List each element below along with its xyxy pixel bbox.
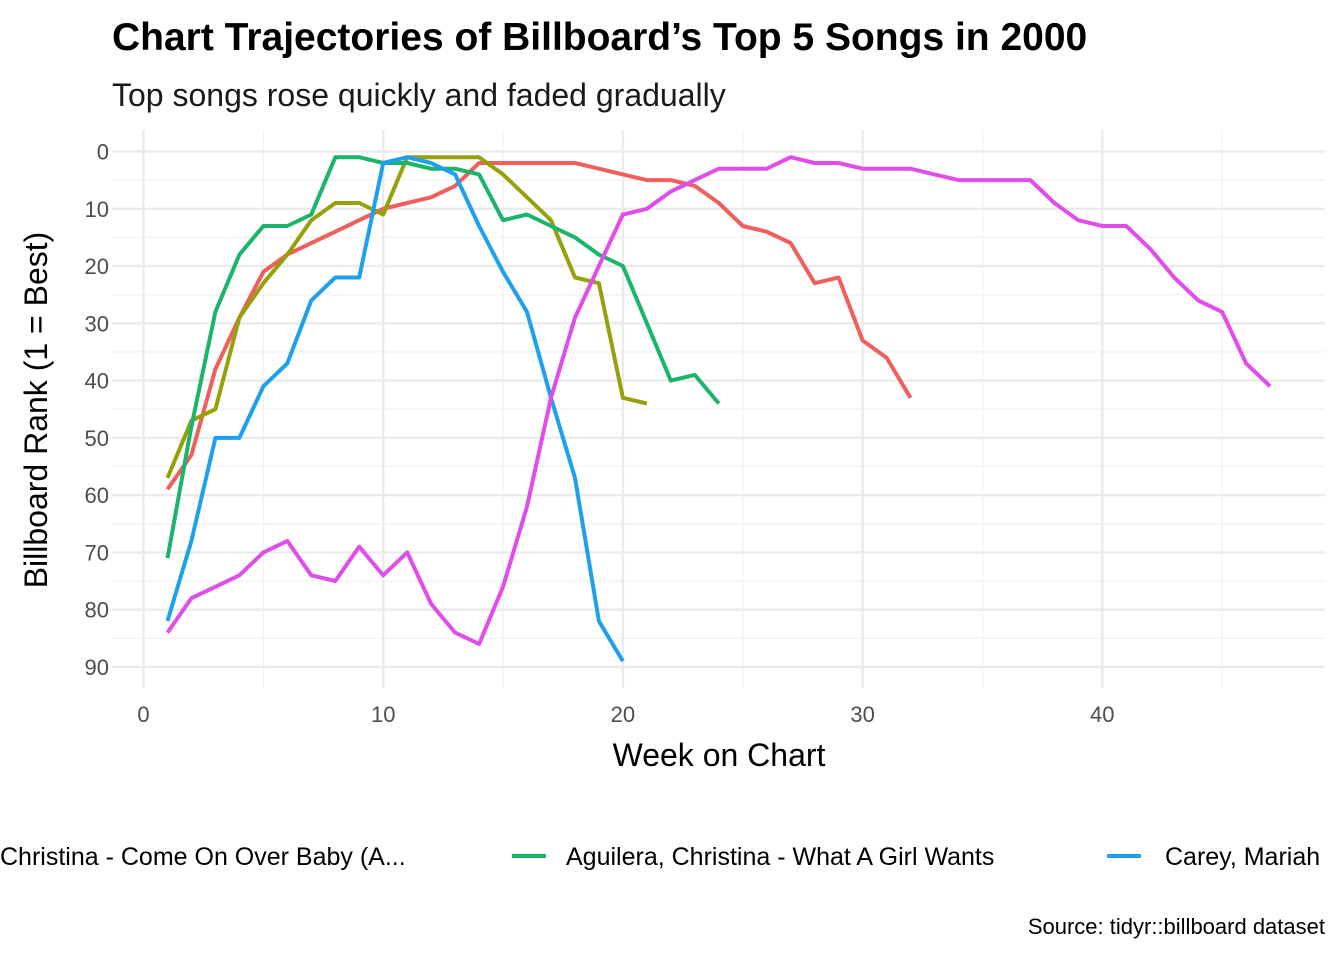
legend-label-3: Carey, Mariah — [1165, 843, 1320, 871]
series-line-4 — [165, 155, 625, 663]
chart-caption: Source: tidyr::billboard dataset — [1028, 914, 1325, 939]
x-tick-label: 10 — [371, 702, 395, 727]
legend-label-2: Aguilera, Christina - What A Girl Wants — [566, 843, 994, 871]
legend-label-1: Christina - Come On Over Baby (A... — [0, 843, 406, 871]
y-tick-label: 60 — [85, 483, 109, 508]
x-axis-ticks: 0 10 20 30 40 — [137, 702, 1114, 727]
y-tick-label: 70 — [85, 540, 109, 565]
chart-subtitle: Top songs rose quickly and faded gradual… — [112, 77, 726, 113]
chart-title: Chart Trajectories of Billboard’s Top 5 … — [112, 16, 1087, 59]
y-tick-label: 0 — [97, 140, 109, 165]
y-tick-label: 50 — [85, 426, 109, 451]
x-tick-label: 30 — [850, 702, 874, 727]
series-line-3 — [165, 155, 721, 559]
y-tick-label: 30 — [85, 311, 109, 336]
y-axis-ticks: 0 10 20 30 40 50 60 70 80 90 — [85, 140, 109, 680]
x-axis-title: Week on Chart — [613, 737, 826, 773]
series-lines — [165, 155, 1272, 663]
series-line-1 — [165, 161, 913, 491]
y-tick-label: 90 — [85, 655, 109, 680]
grid — [112, 130, 1325, 688]
y-tick-label: 10 — [85, 197, 109, 222]
x-tick-label: 20 — [611, 702, 635, 727]
x-tick-label: 40 — [1090, 702, 1114, 727]
x-tick-label: 0 — [137, 702, 149, 727]
y-axis-title: Billboard Rank (1 = Best) — [18, 232, 54, 589]
legend: Christina - Come On Over Baby (A... Aguil… — [0, 843, 1320, 871]
series-line-5 — [165, 155, 1272, 646]
y-tick-label: 20 — [85, 254, 109, 279]
y-tick-label: 40 — [85, 369, 109, 394]
y-tick-label: 80 — [85, 598, 109, 623]
